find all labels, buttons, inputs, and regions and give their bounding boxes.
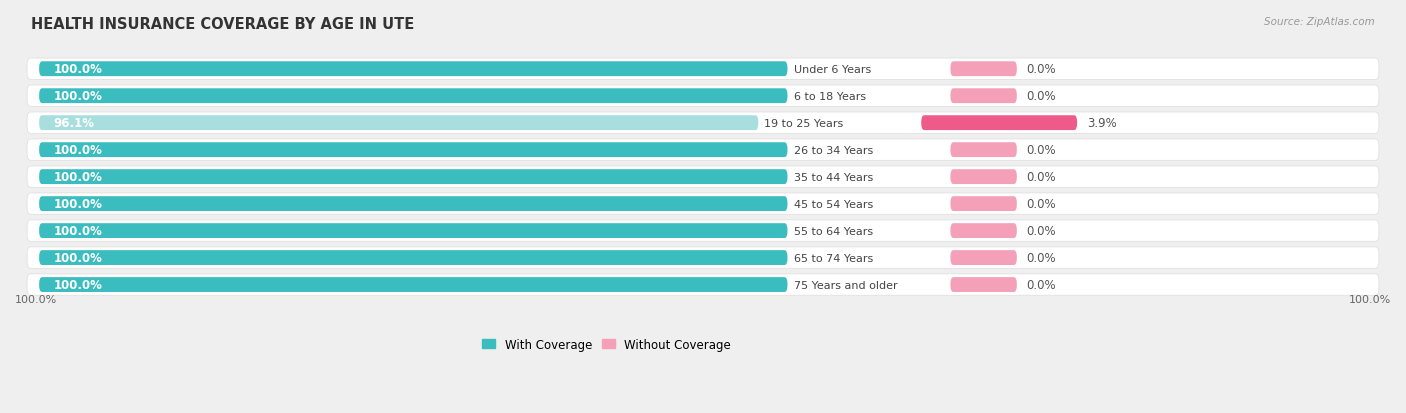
- FancyBboxPatch shape: [950, 62, 1017, 77]
- FancyBboxPatch shape: [950, 89, 1017, 104]
- FancyBboxPatch shape: [950, 197, 1017, 211]
- Text: 100.0%: 100.0%: [53, 144, 103, 157]
- FancyBboxPatch shape: [950, 251, 1017, 265]
- FancyBboxPatch shape: [39, 62, 787, 77]
- Text: 0.0%: 0.0%: [1026, 225, 1056, 237]
- FancyBboxPatch shape: [950, 278, 1017, 292]
- FancyBboxPatch shape: [921, 116, 1077, 131]
- Legend: With Coverage, Without Coverage: With Coverage, Without Coverage: [478, 333, 735, 356]
- Text: 0.0%: 0.0%: [1026, 90, 1056, 103]
- Text: 100.0%: 100.0%: [53, 278, 103, 291]
- Text: 0.0%: 0.0%: [1026, 198, 1056, 211]
- FancyBboxPatch shape: [27, 166, 1379, 188]
- Text: 45 to 54 Years: 45 to 54 Years: [793, 199, 873, 209]
- FancyBboxPatch shape: [39, 251, 787, 265]
- Text: 65 to 74 Years: 65 to 74 Years: [793, 253, 873, 263]
- FancyBboxPatch shape: [27, 221, 1379, 242]
- Text: Source: ZipAtlas.com: Source: ZipAtlas.com: [1264, 17, 1375, 26]
- FancyBboxPatch shape: [950, 223, 1017, 238]
- Text: 100.0%: 100.0%: [53, 198, 103, 211]
- Text: Under 6 Years: Under 6 Years: [793, 64, 870, 74]
- Text: 100.0%: 100.0%: [53, 225, 103, 237]
- FancyBboxPatch shape: [27, 274, 1379, 295]
- Text: 100.0%: 100.0%: [15, 294, 58, 304]
- Text: 75 Years and older: 75 Years and older: [793, 280, 897, 290]
- Text: 96.1%: 96.1%: [53, 117, 94, 130]
- FancyBboxPatch shape: [27, 86, 1379, 107]
- Text: HEALTH INSURANCE COVERAGE BY AGE IN UTE: HEALTH INSURANCE COVERAGE BY AGE IN UTE: [31, 17, 415, 31]
- Text: 0.0%: 0.0%: [1026, 63, 1056, 76]
- FancyBboxPatch shape: [39, 223, 787, 238]
- Text: 100.0%: 100.0%: [53, 63, 103, 76]
- Text: 6 to 18 Years: 6 to 18 Years: [793, 91, 866, 102]
- Text: 100.0%: 100.0%: [53, 90, 103, 103]
- Text: 0.0%: 0.0%: [1026, 252, 1056, 264]
- FancyBboxPatch shape: [27, 247, 1379, 268]
- Text: 55 to 64 Years: 55 to 64 Years: [793, 226, 873, 236]
- Text: 26 to 34 Years: 26 to 34 Years: [793, 145, 873, 155]
- Text: 100.0%: 100.0%: [1348, 294, 1391, 304]
- Text: 35 to 44 Years: 35 to 44 Years: [793, 172, 873, 182]
- FancyBboxPatch shape: [950, 170, 1017, 185]
- FancyBboxPatch shape: [39, 197, 787, 211]
- FancyBboxPatch shape: [39, 278, 787, 292]
- Text: 0.0%: 0.0%: [1026, 144, 1056, 157]
- FancyBboxPatch shape: [950, 143, 1017, 158]
- Text: 100.0%: 100.0%: [53, 171, 103, 184]
- FancyBboxPatch shape: [27, 140, 1379, 161]
- FancyBboxPatch shape: [27, 59, 1379, 80]
- FancyBboxPatch shape: [39, 143, 787, 158]
- FancyBboxPatch shape: [39, 170, 787, 185]
- FancyBboxPatch shape: [27, 193, 1379, 215]
- Text: 3.9%: 3.9%: [1087, 117, 1116, 130]
- FancyBboxPatch shape: [39, 116, 758, 131]
- Text: 19 to 25 Years: 19 to 25 Years: [765, 119, 844, 128]
- Text: 100.0%: 100.0%: [53, 252, 103, 264]
- FancyBboxPatch shape: [39, 89, 787, 104]
- Text: 0.0%: 0.0%: [1026, 278, 1056, 291]
- FancyBboxPatch shape: [27, 113, 1379, 134]
- Text: 0.0%: 0.0%: [1026, 171, 1056, 184]
